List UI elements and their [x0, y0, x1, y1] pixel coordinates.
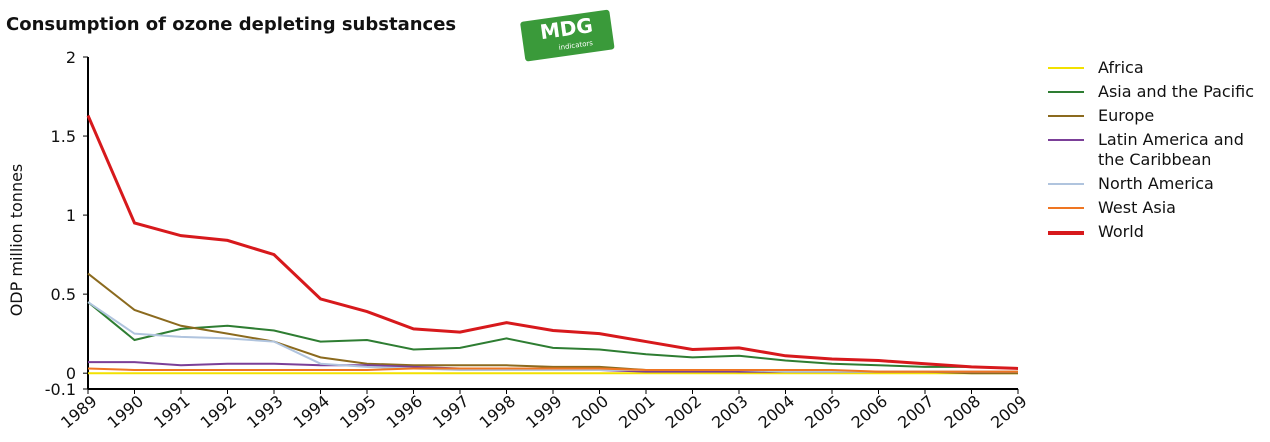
x-tick-label: 2001	[615, 392, 658, 433]
legend-item: West Asia	[1048, 198, 1268, 218]
x-tick-label: 2009	[987, 392, 1030, 433]
badge-bg	[520, 9, 615, 62]
x-tick-label: 1991	[150, 392, 193, 433]
y-tick-label: 1.5	[51, 127, 76, 146]
x-tick-label: 2003	[708, 392, 751, 433]
legend-swatch	[1048, 91, 1084, 93]
x-tick-label: 2005	[801, 392, 844, 433]
x-tick-label: 1996	[383, 392, 426, 433]
x-tick-label: 1999	[522, 392, 565, 433]
x-tick-label: 2008	[941, 392, 984, 433]
series-line	[87, 367, 1018, 373]
legend-item: Asia and the Pacific	[1048, 82, 1268, 102]
legend-item: Europe	[1048, 106, 1268, 126]
series-line	[87, 272, 1018, 375]
legend-label: Africa	[1098, 58, 1144, 77]
x-tick-label: 1995	[336, 392, 379, 433]
legend-label: Europe	[1098, 106, 1155, 125]
series-line	[86, 114, 1019, 370]
y-tick-label: -0.1	[45, 380, 76, 399]
legend-swatch	[1048, 139, 1084, 141]
legend-label: World	[1098, 222, 1144, 241]
x-tick-label: 2004	[755, 392, 798, 433]
x-tick-label: 2006	[848, 392, 891, 433]
y-tick-label: 0	[66, 364, 76, 383]
legend-item: North America	[1048, 174, 1268, 194]
x-tick-label: 1990	[104, 392, 147, 433]
x-tick-label: 2000	[569, 392, 612, 433]
x-tick-label: 1997	[429, 392, 472, 433]
y-tick-label: 2	[66, 48, 76, 67]
x-tick-label: 1992	[197, 392, 240, 433]
legend-label: Asia and the Pacific	[1098, 82, 1254, 101]
x-tick-label: 1994	[290, 392, 333, 433]
legend-swatch	[1048, 231, 1084, 235]
legend-swatch	[1048, 115, 1084, 117]
y-tick-label: 0.5	[51, 285, 76, 304]
series-line	[87, 301, 1019, 370]
x-tick-label: 1993	[243, 392, 286, 433]
x-tick-label: 2002	[662, 392, 705, 433]
legend-swatch	[1048, 207, 1084, 209]
chart-title: Consumption of ozone depleting substance…	[6, 14, 456, 35]
legend-swatch	[1048, 183, 1084, 185]
legend-label: North America	[1098, 174, 1214, 193]
legend-label: Latin America and the Caribbean	[1098, 130, 1244, 169]
legend-swatch	[1048, 67, 1084, 69]
legend-item: Africa	[1048, 58, 1268, 78]
badge: MDG indicators	[520, 9, 615, 62]
y-axis-label: ODP million tonnes	[7, 164, 26, 317]
legend-label: West Asia	[1098, 198, 1176, 217]
x-tick-label: 2007	[894, 392, 937, 433]
legend-item: World	[1048, 222, 1268, 242]
y-tick-label: 1	[66, 206, 76, 225]
x-tick-label: 1998	[476, 392, 519, 433]
legend-item: Latin America and the Caribbean	[1048, 130, 1268, 170]
legend: Africa Asia and the Pacific Europe Latin Am…	[1048, 58, 1268, 246]
